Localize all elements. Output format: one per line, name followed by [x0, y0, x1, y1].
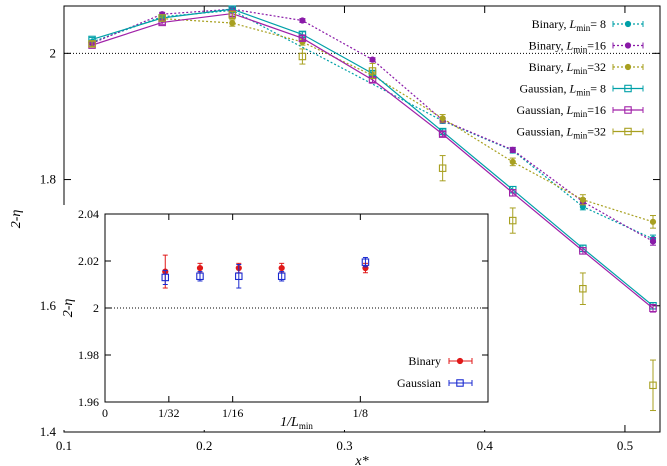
- main-data-point: [509, 146, 516, 153]
- main-data-point: [579, 247, 587, 255]
- main-series-line: [162, 18, 654, 223]
- main-data-point: [579, 284, 587, 293]
- main-legend-label: Binary, Lmin=32: [529, 60, 606, 76]
- main-legend-label: Binary, Lmin= 8: [532, 17, 606, 33]
- inset-data-point: [161, 273, 170, 282]
- main-y-tick-label: 1.8: [40, 172, 56, 187]
- main-data-point: [158, 14, 166, 22]
- inset-x-tick-label: 1/8: [353, 406, 368, 420]
- inset-data-point: [277, 272, 286, 281]
- main-data-point: [369, 56, 376, 63]
- main-legend-label: Binary, Lmin=16: [529, 39, 606, 55]
- inset-plot: 0 1/32 1/16 1/8 1.96 1.98 2 2.02 2.04 Binary Gaus…: [58, 205, 492, 431]
- inset-legend-label: Binary: [408, 354, 441, 368]
- inset-y-tick-label: 1.98: [78, 348, 99, 362]
- inset-y-tick-label: 2.04: [78, 207, 99, 221]
- main-data-point: [229, 19, 236, 27]
- main-data-point: [649, 304, 657, 313]
- inset-y-tick-label: 2: [93, 301, 99, 315]
- main-data-point: [88, 40, 96, 48]
- inset-data-point: [278, 264, 285, 272]
- main-data-point: [509, 158, 516, 165]
- inset-axes: 0 1/32 1/16 1/8 1.96 1.98 2 2.02 2.04: [78, 207, 488, 420]
- main-x-tick-label: 0.5: [617, 438, 633, 453]
- inset-data-point: [235, 272, 243, 281]
- inset-x-tick-label: 1/32: [158, 406, 179, 420]
- inset-y-tick-label: 2.02: [78, 254, 99, 268]
- main-y-tick-label: 2: [50, 45, 57, 60]
- main-data-point: [298, 34, 307, 42]
- inset-series-group: [161, 254, 370, 289]
- inset-series-1: [161, 256, 370, 289]
- main-data-point: [438, 164, 447, 172]
- main-y-tick-label: 1.4: [40, 424, 57, 439]
- main-data-point: [649, 238, 657, 245]
- main-data-point: [228, 11, 237, 19]
- inset-legend: Binary Gaussian: [397, 354, 473, 390]
- inset-legend-marker: [456, 379, 464, 387]
- main-legend-marker: [624, 127, 632, 136]
- main-data-point: [579, 196, 586, 203]
- inset-background: [58, 205, 492, 430]
- main-data-point: [298, 52, 307, 61]
- inset-data-point: [361, 258, 370, 266]
- main-x-tick-label: 0.4: [477, 438, 494, 453]
- main-data-point: [299, 17, 306, 24]
- main-legend-marker: [624, 20, 632, 28]
- main-y-axis-title: 2-η: [9, 210, 24, 229]
- main-legend-marker: [624, 106, 632, 114]
- main-legend-label: Gaussian, Lmin=32: [517, 125, 606, 141]
- main-data-point: [649, 381, 657, 390]
- inset-x-axis-title: 1/Lmin: [280, 415, 313, 431]
- main-plot: 0.1 0.2 0.3 0.4 0.5 1.4 1.6 1.8 2 Binary, Lmin= …: [9, 5, 661, 466]
- main-legend-marker: [624, 42, 632, 49]
- inset-data-point: [196, 272, 204, 281]
- inset-x-tick-label: 1/16: [222, 406, 243, 420]
- main-series-5: [88, 10, 657, 412]
- main-y-tick-label: 1.6: [40, 298, 57, 313]
- main-axes: 0.1 0.2 0.3 0.4 0.5 1.4 1.6 1.8 2: [40, 6, 660, 453]
- main-x-tick-label: 0.1: [56, 438, 72, 453]
- main-legend-marker: [624, 63, 632, 71]
- main-data-point: [649, 218, 657, 225]
- main-data-point: [368, 67, 377, 75]
- main-legend-label: Gaussian, Lmin=16: [517, 103, 606, 119]
- main-data-point: [509, 216, 517, 225]
- inset-x-tick-label: 0: [102, 406, 108, 420]
- main-x-axis-title: x*: [354, 454, 368, 466]
- main-data-point: [439, 115, 446, 122]
- main-series-group: [88, 5, 657, 412]
- inset-y-tick-label: 1.96: [78, 395, 99, 409]
- main-legend-label: Gaussian, Lmin= 8: [520, 82, 606, 98]
- main-data-point: [509, 189, 517, 197]
- main-data-point: [438, 130, 447, 138]
- inset-legend-label: Gaussian: [397, 376, 441, 390]
- inset-legend-marker: [456, 357, 464, 365]
- inset-y-axis-title: 2-η: [61, 299, 76, 318]
- main-legend: Binary, Lmin= 8 Binary, Lmin=16 Binary, Lm…: [517, 17, 644, 141]
- main-x-tick-label: 0.2: [196, 438, 212, 453]
- main-legend-marker: [624, 84, 632, 93]
- inset-data-point: [196, 264, 204, 272]
- main-x-tick-label: 0.3: [336, 438, 352, 453]
